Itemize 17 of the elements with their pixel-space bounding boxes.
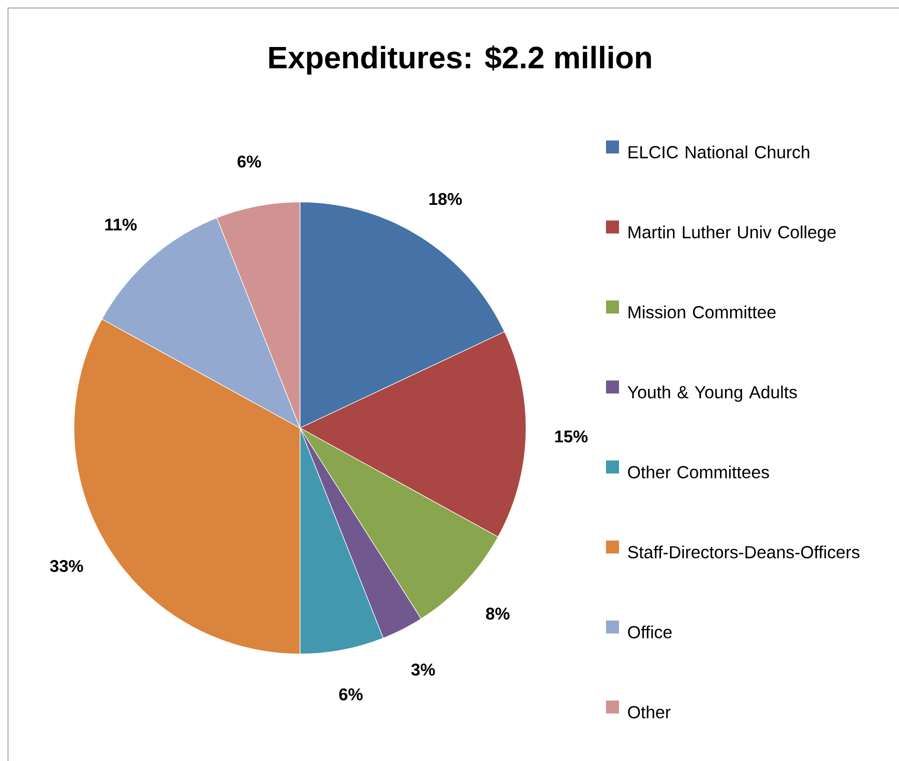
- legend-label: Youth & Young Adults: [628, 386, 797, 402]
- legend-label: ELCIC National Church: [628, 146, 810, 158]
- data-label: 3%: [411, 664, 435, 676]
- data-label: 33%: [50, 560, 84, 572]
- data-label: 6%: [339, 688, 363, 700]
- data-label: 8%: [486, 608, 510, 620]
- legend-label: Other Committees: [628, 466, 769, 478]
- data-label: 15%: [555, 430, 588, 442]
- data-label: 11%: [105, 218, 137, 230]
- chart-title: Expenditures: $2.2 million: [269, 45, 651, 75]
- data-label: 18%: [429, 193, 462, 205]
- legend-label: Office: [628, 626, 672, 638]
- legend-label: Mission Committee: [628, 306, 776, 318]
- legend-label: Martin Luther Univ College: [628, 226, 836, 242]
- legend-label: Other: [628, 706, 671, 718]
- data-label: 6%: [238, 156, 261, 168]
- legend-label: Staff-Directors-Deans-Officers: [628, 546, 860, 558]
